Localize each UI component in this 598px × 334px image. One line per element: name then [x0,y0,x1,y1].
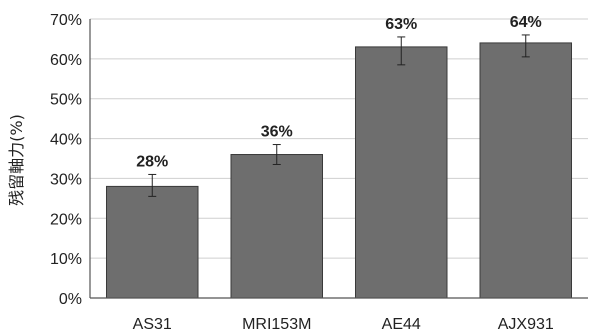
y-tick-label: 50% [50,92,82,109]
bar [354,46,448,299]
bar [479,42,573,299]
data-label: 64% [510,14,542,31]
bar [105,185,199,299]
y-tick-label: 0% [59,291,82,308]
data-label: 28% [136,153,168,170]
axes: 0% 10% 20% 30% 40% 50% 60% 70% AS31 MRI153M AE44 AJ… [50,12,588,333]
y-tick-label: 40% [50,132,82,149]
x-tick-label: MRI153M [242,316,311,333]
data-label: 63% [385,16,417,33]
y-tick-label: 10% [50,251,82,268]
y-tick-label: 30% [50,171,82,188]
y-tick-label: 20% [50,211,82,228]
bar [230,154,324,299]
data-labels: 28% 36% 63% 64% [136,14,542,170]
y-tick-label: 60% [50,52,82,69]
x-tick-label: AE44 [382,316,421,333]
x-tick-label: AJX931 [498,316,554,333]
data-label: 36% [261,124,293,141]
x-tick-label: AS31 [133,316,172,333]
y-tick-label: 70% [50,12,82,29]
bars [105,42,573,299]
error-bars [148,34,530,197]
y-axis-title: 残留軸力(%) [7,114,26,206]
